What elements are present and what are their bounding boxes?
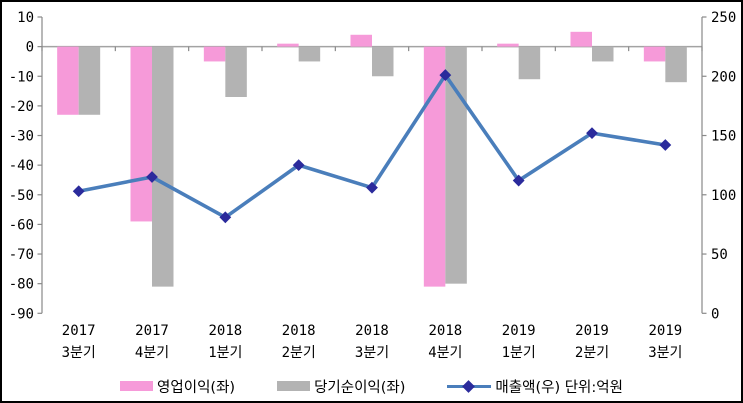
category-quarter-label: 2분기	[282, 345, 316, 361]
category-year-label: 2018	[355, 323, 389, 339]
legend-label-net-profit: 당기순이익(좌)	[314, 379, 406, 396]
left-axis-tick-label: -60	[9, 217, 34, 233]
revenue-point-marker	[292, 159, 305, 172]
category-quarter-label: 3분기	[648, 345, 682, 361]
left-axis-tick-label: -80	[9, 277, 34, 293]
operating-profit-bar	[130, 46, 152, 222]
revenue-line-swatch	[447, 379, 492, 393]
right-axis-tick-label: 0	[711, 306, 719, 322]
operating-profit-bar	[57, 46, 79, 115]
revenue-point-marker	[366, 181, 378, 194]
revenue-point-marker	[659, 139, 672, 151]
right-axis-tick-label: 100	[711, 188, 736, 204]
operating-profit-bar	[643, 46, 666, 62]
operating-profit-bar	[497, 43, 519, 47]
net-profit-bar	[225, 46, 247, 98]
right-axis-tick-label: 250	[711, 10, 736, 26]
category-year-label: 2019	[575, 323, 609, 339]
revenue-point-marker	[512, 174, 525, 187]
category-quarter-label: 4분기	[135, 345, 169, 361]
operating-profit-bar	[203, 46, 226, 62]
category-year-label: 2017	[62, 323, 96, 339]
left-axis-tick-label: -20	[9, 99, 34, 115]
net-profit-bar	[518, 46, 541, 80]
left-axis-tick-label: -30	[9, 129, 34, 145]
chart-legend: 영업이익(좌) 당기순이익(좌) 매출액(우) 단위:억원	[2, 374, 741, 398]
category-quarter-label: 3분기	[355, 345, 389, 361]
net-profit-bar	[445, 46, 467, 284]
legend-item-operating-profit: 영업이익(좌)	[120, 376, 235, 397]
left-axis-tick-label: -10	[9, 69, 34, 85]
category-year-label: 2017	[135, 323, 169, 339]
right-axis-tick-label: 50	[711, 247, 728, 263]
net-profit-bar	[372, 46, 394, 77]
revenue-point-marker	[439, 69, 452, 81]
operating-profit-swatch	[120, 381, 154, 391]
category-year-label: 2018	[282, 323, 316, 339]
operating-profit-bar	[570, 31, 592, 47]
net-profit-bar	[78, 46, 101, 115]
revenue-point-marker	[586, 127, 598, 140]
operating-profit-bar	[423, 46, 446, 287]
left-axis-tick-label: 10	[17, 10, 34, 26]
net-profit-bar	[298, 46, 321, 62]
legend-label-revenue: 매출액(우) 단위:억원	[495, 379, 623, 396]
category-quarter-label: 2분기	[575, 345, 609, 361]
category-year-label: 2018	[208, 323, 242, 339]
right-axis-tick-label: 200	[711, 69, 736, 85]
net-profit-bar	[592, 46, 614, 62]
category-quarter-label: 1분기	[502, 345, 536, 361]
diamond-marker-icon	[462, 379, 476, 393]
net-profit-bar	[665, 46, 687, 83]
category-quarter-label: 1분기	[208, 345, 242, 361]
left-axis-tick-label: 0	[26, 40, 34, 56]
operating-profit-bar	[350, 34, 372, 47]
revenue-point-marker	[146, 171, 158, 183]
category-quarter-label: 4분기	[428, 345, 462, 361]
category-quarter-label: 3분기	[62, 345, 96, 361]
left-axis-tick-label: -50	[9, 188, 34, 204]
left-axis-tick-label: -40	[9, 158, 34, 174]
legend-label-operating-profit: 영업이익(좌)	[157, 379, 236, 396]
legend-item-revenue: 매출액(우) 단위:억원	[447, 376, 623, 397]
net-profit-swatch	[277, 381, 311, 391]
legend-item-net-profit: 당기순이익(좌)	[277, 376, 405, 397]
revenue-point-marker	[72, 185, 85, 198]
revenue-point-marker	[219, 211, 232, 224]
operating-profit-bar	[277, 43, 299, 47]
category-year-label: 2019	[648, 323, 682, 339]
right-axis-tick-label: 150	[711, 129, 736, 145]
category-year-label: 2019	[502, 323, 536, 339]
left-axis-tick-label: -90	[9, 306, 34, 322]
category-year-label: 2018	[428, 323, 462, 339]
net-profit-bar	[152, 46, 174, 287]
left-axis-tick-label: -70	[9, 247, 34, 263]
